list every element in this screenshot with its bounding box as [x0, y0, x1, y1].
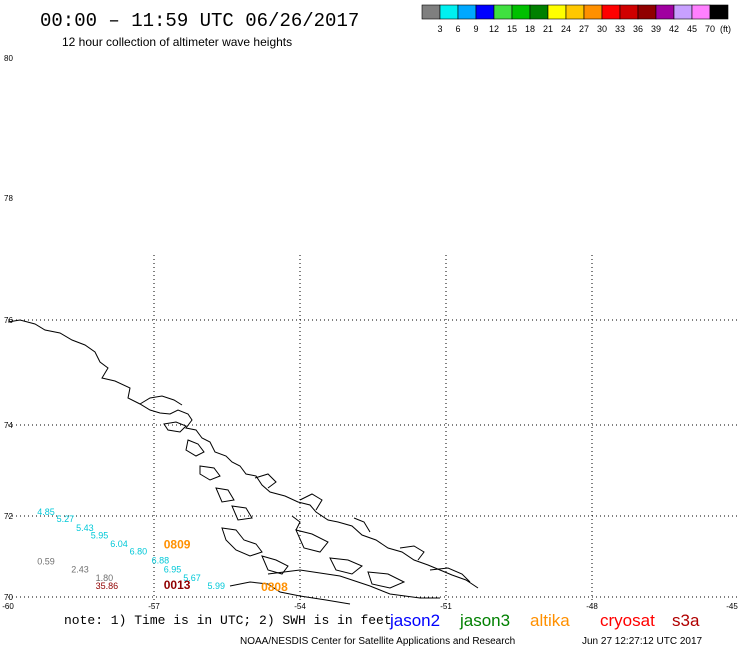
legend-swatch — [691, 4, 711, 20]
legend-swatch — [583, 4, 603, 20]
legend-swatch — [619, 4, 639, 20]
legend-swatch — [547, 4, 567, 20]
coastline-segment — [429, 567, 471, 583]
legend-swatch — [493, 4, 513, 20]
coastline-segment — [7, 319, 479, 589]
legend-tick-label: 27 — [579, 24, 589, 34]
legend-tick-label: 15 — [507, 24, 517, 34]
legend-tick-label: 45 — [687, 24, 697, 34]
map-title: 00:00 – 11:59 UTC 06/26/2017 — [40, 10, 359, 32]
legend-swatch — [709, 4, 729, 20]
map-subtitle: 12 hour collection of altimeter wave hei… — [62, 35, 292, 49]
satellite-key: jason2 jason3 altika cryosat s3a — [389, 611, 700, 630]
coastline-segment — [231, 505, 253, 521]
latitude-label: 70 — [4, 593, 13, 602]
legend-swatch — [601, 4, 621, 20]
footer-note: note: 1) Time is in UTC; 2) SWH is in fe… — [64, 613, 392, 628]
longitude-label: -54 — [294, 602, 306, 611]
wave-height-label: 1.80 — [96, 573, 114, 583]
latitude-label: 74 — [4, 421, 13, 430]
wave-height-label: 35.86 — [96, 581, 119, 591]
legend-tick-label: 21 — [543, 24, 553, 34]
wave-height-label: 6.04 — [110, 539, 128, 549]
wave-height-label: 5.95 — [91, 530, 109, 540]
longitude-label: -48 — [586, 602, 598, 611]
coastline-segment — [139, 395, 183, 406]
legend-tick-label: 24 — [561, 24, 571, 34]
legend-tick-label: 39 — [651, 24, 661, 34]
satellite-key-cryosat: cryosat — [600, 611, 655, 630]
latitude-label: 76 — [4, 316, 13, 325]
coastline-segment — [215, 487, 235, 503]
legend-unit-label: (ft) — [720, 24, 731, 34]
coastline-segment — [353, 517, 371, 533]
longitude-label: -57 — [148, 602, 160, 611]
wave-height-label: 5.67 — [183, 573, 201, 583]
wave-height-label: 6.95 — [164, 565, 182, 575]
wave-height-color-legend: 3 6 9 12 15 18 21 24 27 30 33 36 39 42 45 70 (ft) — [421, 4, 731, 34]
wave-height-label: 2.43 — [71, 565, 89, 575]
legend-swatch — [511, 4, 531, 20]
coastline-segment — [267, 569, 440, 599]
wave-height-observations: 4.855.275.435.956.046.80 6.886.955.67 5.99… — [37, 507, 288, 594]
coastline-segment — [295, 529, 329, 553]
legend-swatch — [673, 4, 693, 20]
satellite-key-altika: altika — [530, 611, 570, 630]
legend-tick-label: 30 — [597, 24, 607, 34]
coastline-segment — [261, 555, 289, 575]
legend-tick-label: 36 — [633, 24, 643, 34]
coastline-segment — [291, 515, 301, 531]
wave-height-label: 0.59 — [37, 557, 55, 567]
longitude-label: -60 — [2, 602, 14, 611]
wave-height-label: 6.88 — [152, 555, 170, 565]
pass-time-label: 0808 — [261, 580, 288, 594]
wave-height-label: 6.80 — [130, 546, 148, 556]
footer-credit: NOAA/NESDIS Center for Satellite Applica… — [240, 636, 515, 647]
coastline-segment — [329, 557, 363, 575]
wave-height-label: 5.99 — [208, 581, 226, 591]
latitude-label: 80 — [4, 54, 13, 63]
latitude-label: 78 — [4, 194, 13, 203]
coastline-segment — [367, 571, 406, 589]
legend-tick-label: 42 — [669, 24, 679, 34]
legend-swatch — [439, 4, 459, 20]
latitude-label: 72 — [4, 512, 13, 521]
satellite-key-s3a: s3a — [672, 611, 700, 630]
legend-tick-label: 18 — [525, 24, 535, 34]
longitude-label: -51 — [440, 602, 452, 611]
pass-time-label: 0013 — [164, 578, 191, 592]
legend-tick-label: 9 — [473, 24, 478, 34]
wave-height-label: 5.27 — [57, 514, 75, 524]
wave-height-label: 4.85 — [37, 507, 55, 517]
lat-lon-grid: 80 78 76 74 72 70-60 -57 -54 -51 -48 -45 — [2, 54, 738, 611]
legend-tick-label: 6 — [455, 24, 460, 34]
coastline-segment — [185, 439, 205, 457]
legend-swatch — [457, 4, 477, 20]
legend-swatch — [475, 4, 495, 20]
greenland-coastline — [7, 319, 479, 605]
coastline-segment — [254, 473, 277, 489]
legend-swatch — [655, 4, 675, 20]
pass-time-label: 0809 — [164, 537, 191, 551]
legend-tick-label: 12 — [489, 24, 499, 34]
legend-swatch — [421, 4, 441, 20]
legend-tick-label: 3 — [437, 24, 442, 34]
satellite-key-jason2: jason2 — [389, 611, 440, 630]
coastline-segment — [163, 421, 187, 433]
legend-swatch — [529, 4, 549, 20]
coastline-segment — [299, 493, 323, 511]
legend-swatch — [637, 4, 657, 20]
coastline-segment — [221, 527, 263, 557]
longitude-label: -45 — [726, 602, 738, 611]
footer-timestamp: Jun 27 12:27:12 UTC 2017 — [582, 636, 703, 647]
wave-height-label: 5.43 — [76, 523, 94, 533]
coastline-segment — [199, 465, 221, 481]
satellite-key-jason3: jason3 — [459, 611, 510, 630]
legend-swatch — [565, 4, 585, 20]
coastline-segment — [229, 581, 351, 605]
legend-tick-label: 70 — [705, 24, 715, 34]
coastline-segment — [399, 545, 425, 561]
legend-tick-label: 33 — [615, 24, 625, 34]
